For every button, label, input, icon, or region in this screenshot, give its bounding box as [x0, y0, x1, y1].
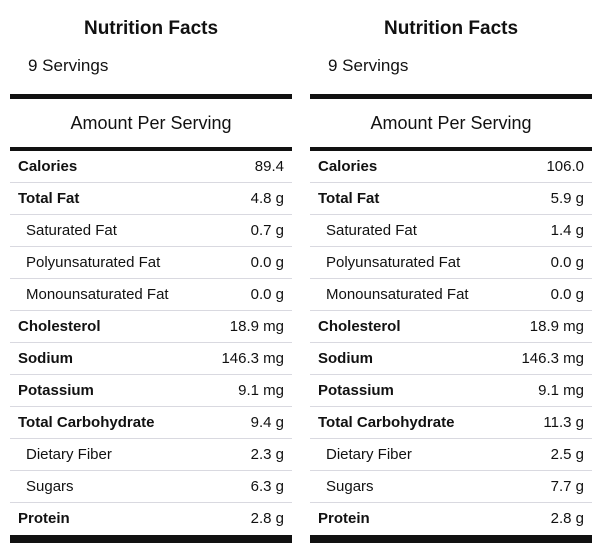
nutrient-label: Dietary Fiber: [326, 446, 412, 463]
divider-thick: [310, 535, 592, 543]
nutrient-label: Polyunsaturated Fat: [26, 254, 161, 271]
nutrient-label: Sugars: [326, 478, 374, 495]
nutrient-label: Total Fat: [318, 190, 380, 207]
nutrition-panel-right: Nutrition Facts 9 Servings Amount Per Se…: [310, 0, 592, 546]
nutrient-value: 89.4: [254, 158, 284, 175]
nutrient-row: Total Carbohydrate 11.3 g: [310, 407, 592, 439]
nutrient-row: Calories 106.0: [310, 151, 592, 183]
nutrient-value: 2.8 g: [250, 510, 284, 527]
nutrient-value: 0.0 g: [550, 254, 584, 271]
nutrient-label: Cholesterol: [318, 318, 401, 335]
divider-thick: [10, 535, 292, 543]
nutrient-label: Potassium: [318, 382, 394, 399]
nutrient-value: 9.1 mg: [238, 382, 284, 399]
nutrient-value: 9.4 g: [250, 414, 284, 431]
nutrient-label: Calories: [18, 158, 78, 175]
nutrient-label: Saturated Fat: [26, 222, 117, 239]
nutrient-value: 106.0: [546, 158, 584, 175]
nutrient-value: 2.5 g: [550, 446, 584, 463]
nutrient-label: Calories: [318, 158, 378, 175]
nutrient-value: 18.9 mg: [229, 318, 284, 335]
nutrition-panel-left: Nutrition Facts 9 Servings Amount Per Se…: [10, 0, 292, 546]
servings-count: 9 Servings: [28, 56, 109, 75]
nutrient-value: 6.3 g: [250, 478, 284, 495]
panel-title: Nutrition Facts: [383, 18, 519, 39]
divider-thick: [10, 147, 292, 151]
nutrient-row: Potassium 9.1 mg: [310, 375, 592, 407]
nutrient-value: 0.0 g: [250, 286, 284, 303]
nutrient-row: Monounsaturated Fat 0.0 g: [310, 279, 592, 311]
divider-thick: [10, 94, 292, 99]
panel-title: Nutrition Facts: [83, 18, 219, 39]
nutrient-row: Total Carbohydrate 9.4 g: [10, 407, 292, 439]
nutrient-row: Saturated Fat 1.4 g: [310, 215, 592, 247]
nutrient-label: Saturated Fat: [326, 222, 417, 239]
nutrient-row: Cholesterol 18.9 mg: [10, 311, 292, 343]
nutrient-list: Calories 89.4 Total Fat 4.8 g Saturated Fat 0…: [10, 151, 292, 534]
nutrient-label: Monounsaturated Fat: [26, 286, 169, 303]
nutrient-label: Sugars: [26, 478, 74, 495]
nutrient-label: Total Fat: [18, 190, 80, 207]
nutrient-value: 18.9 mg: [529, 318, 584, 335]
nutrient-value: 2.3 g: [250, 446, 284, 463]
servings-count: 9 Servings: [328, 56, 409, 75]
nutrient-label: Polyunsaturated Fat: [326, 254, 461, 271]
nutrient-label: Total Carbohydrate: [318, 414, 455, 431]
nutrient-value: 0.0 g: [550, 286, 584, 303]
divider-thick: [310, 94, 592, 99]
nutrient-value: 0.7 g: [250, 222, 284, 239]
nutrient-label: Sodium: [318, 350, 373, 367]
nutrient-value: 9.1 mg: [538, 382, 584, 399]
nutrient-value: 5.9 g: [550, 190, 584, 207]
nutrient-label: Protein: [318, 510, 370, 527]
nutrient-row: Dietary Fiber 2.3 g: [10, 439, 292, 471]
nutrient-row: Protein 2.8 g: [10, 503, 292, 534]
nutrient-value: 146.3 mg: [521, 350, 584, 367]
nutrient-value: 11.3 g: [543, 414, 584, 431]
divider-thick: [310, 147, 592, 151]
nutrient-row: Polyunsaturated Fat 0.0 g: [10, 247, 292, 279]
nutrient-row: Protein 2.8 g: [310, 503, 592, 534]
nutrient-value: 7.7 g: [550, 478, 584, 495]
nutrient-row: Potassium 9.1 mg: [10, 375, 292, 407]
nutrient-label: Cholesterol: [18, 318, 101, 335]
nutrient-row: Sodium 146.3 mg: [10, 343, 292, 375]
nutrient-row: Saturated Fat 0.7 g: [10, 215, 292, 247]
nutrient-value: 0.0 g: [250, 254, 284, 271]
nutrient-label: Protein: [18, 510, 70, 527]
nutrient-row: Cholesterol 18.9 mg: [310, 311, 592, 343]
nutrient-label: Total Carbohydrate: [18, 414, 155, 431]
nutrient-row: Sodium 146.3 mg: [310, 343, 592, 375]
nutrient-label: Potassium: [18, 382, 94, 399]
amount-per-serving-header: Amount Per Serving: [70, 113, 232, 133]
nutrient-row: Calories 89.4: [10, 151, 292, 183]
nutrient-list: Calories 106.0 Total Fat 5.9 g Saturated Fat…: [310, 151, 592, 534]
nutrient-row: Sugars 6.3 g: [10, 471, 292, 503]
amount-per-serving-header: Amount Per Serving: [370, 113, 532, 133]
nutrient-value: 146.3 mg: [221, 350, 284, 367]
nutrient-label: Monounsaturated Fat: [326, 286, 469, 303]
nutrient-row: Sugars 7.7 g: [310, 471, 592, 503]
nutrient-label: Dietary Fiber: [26, 446, 112, 463]
nutrient-label: Sodium: [18, 350, 73, 367]
nutrient-row: Total Fat 5.9 g: [310, 183, 592, 215]
nutrient-value: 1.4 g: [550, 222, 584, 239]
nutrient-row: Total Fat 4.8 g: [10, 183, 292, 215]
nutrient-row: Monounsaturated Fat 0.0 g: [10, 279, 292, 311]
nutrient-value: 2.8 g: [550, 510, 584, 527]
nutrient-row: Polyunsaturated Fat 0.0 g: [310, 247, 592, 279]
nutrient-value: 4.8 g: [250, 190, 284, 207]
nutrient-row: Dietary Fiber 2.5 g: [310, 439, 592, 471]
